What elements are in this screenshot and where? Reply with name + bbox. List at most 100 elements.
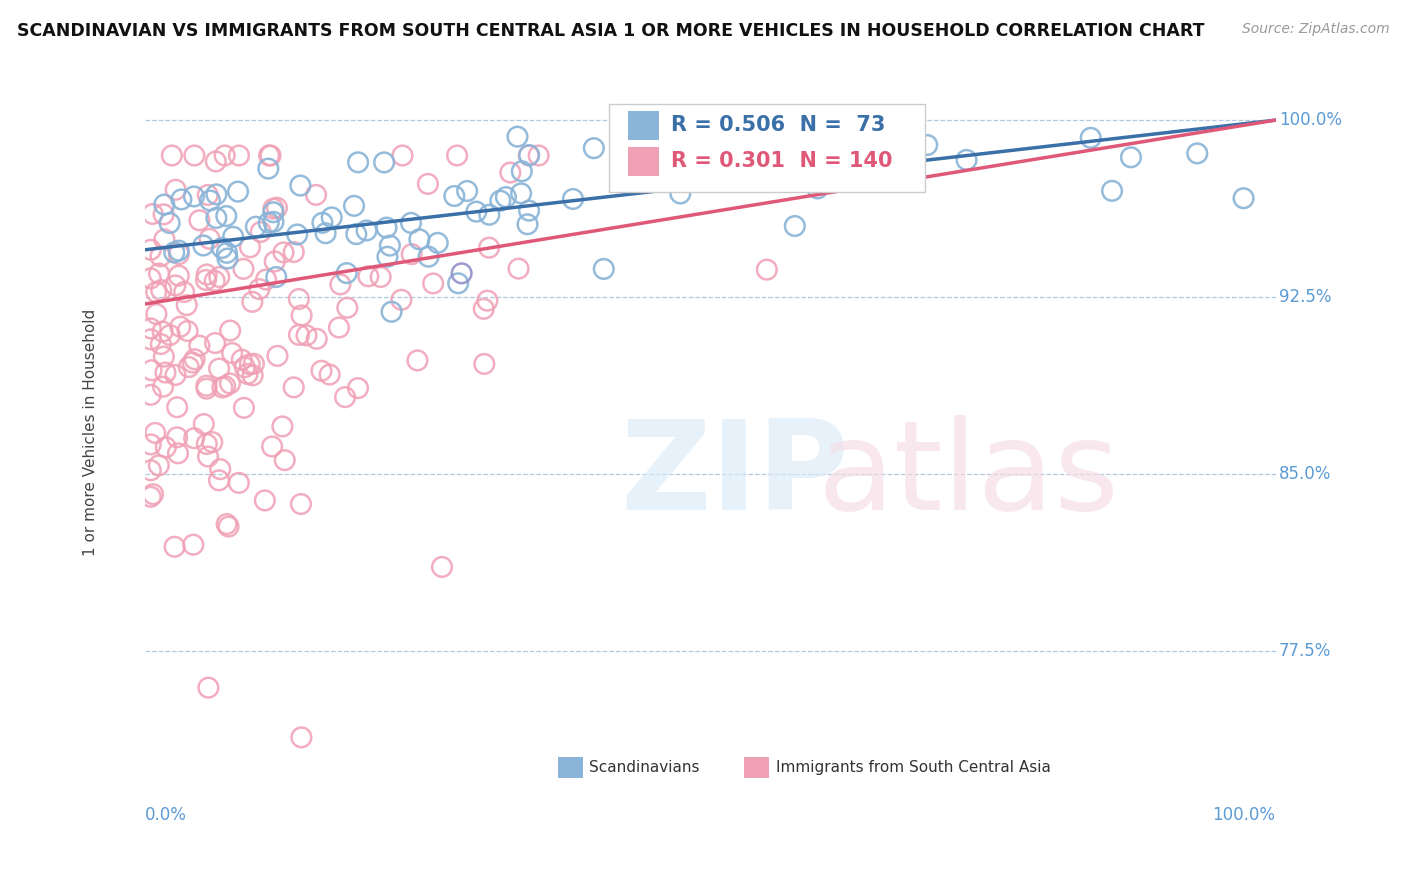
Point xyxy=(153,350,176,364)
FancyBboxPatch shape xyxy=(628,112,659,140)
Point xyxy=(263,254,285,268)
Point xyxy=(231,352,253,367)
Point xyxy=(378,238,401,252)
Point xyxy=(264,270,287,285)
Point xyxy=(290,731,312,745)
Text: 77.5%: 77.5% xyxy=(1279,641,1331,659)
Point xyxy=(139,271,162,285)
Point xyxy=(141,363,163,377)
Point xyxy=(176,298,198,312)
FancyBboxPatch shape xyxy=(744,757,769,778)
Point xyxy=(472,301,495,316)
Point xyxy=(197,681,219,695)
Text: Source: ZipAtlas.com: Source: ZipAtlas.com xyxy=(1241,22,1389,37)
Text: ZIP: ZIP xyxy=(620,415,849,536)
Point xyxy=(592,261,614,276)
Point xyxy=(506,129,529,144)
Point xyxy=(321,211,343,225)
Text: R = 0.506  N =  73: R = 0.506 N = 73 xyxy=(671,115,886,136)
Point xyxy=(347,155,370,169)
Point xyxy=(478,208,501,222)
Text: R = 0.301  N = 140: R = 0.301 N = 140 xyxy=(671,152,893,171)
Point xyxy=(197,188,219,202)
Point xyxy=(517,148,540,162)
Point xyxy=(183,148,205,162)
Point xyxy=(508,261,530,276)
Point xyxy=(167,268,190,283)
Point xyxy=(205,211,228,225)
Point xyxy=(195,437,218,451)
Point xyxy=(160,148,183,162)
Point xyxy=(215,245,238,260)
Point xyxy=(290,497,312,511)
Point xyxy=(228,148,250,162)
Text: 92.5%: 92.5% xyxy=(1279,288,1331,306)
Point xyxy=(328,320,350,334)
Point xyxy=(152,325,174,339)
Point xyxy=(416,177,439,191)
Point xyxy=(245,219,267,234)
Point xyxy=(195,378,218,392)
Point xyxy=(305,332,328,346)
Point xyxy=(755,262,778,277)
Point xyxy=(391,148,413,162)
Point xyxy=(176,324,198,338)
Point xyxy=(153,197,176,211)
Point xyxy=(389,293,412,307)
Point xyxy=(262,440,284,454)
Point xyxy=(266,349,288,363)
Point xyxy=(214,379,236,393)
Point xyxy=(188,338,211,352)
Point xyxy=(274,453,297,467)
Point xyxy=(495,190,517,204)
Point xyxy=(456,184,478,198)
Point xyxy=(259,148,281,162)
Point xyxy=(1119,150,1142,164)
Point xyxy=(239,240,262,254)
Point xyxy=(214,148,236,162)
Point xyxy=(257,216,280,230)
Point xyxy=(232,261,254,276)
Point xyxy=(630,160,652,174)
Point xyxy=(204,154,226,169)
Text: 100.0%: 100.0% xyxy=(1212,806,1275,824)
Point xyxy=(153,232,176,246)
Point xyxy=(145,307,167,321)
Point xyxy=(477,293,499,308)
Point xyxy=(955,153,977,167)
Point xyxy=(221,346,243,360)
Text: 85.0%: 85.0% xyxy=(1279,465,1331,483)
Point xyxy=(215,209,238,223)
Point xyxy=(443,189,465,203)
Point xyxy=(288,292,311,306)
Point xyxy=(285,227,308,242)
Point xyxy=(148,267,170,281)
Point xyxy=(167,446,190,460)
Point xyxy=(226,185,249,199)
Point xyxy=(671,113,693,128)
Point xyxy=(165,278,187,293)
Point xyxy=(291,309,314,323)
Point xyxy=(239,357,262,371)
Point xyxy=(344,227,367,241)
Point xyxy=(370,270,392,285)
Point xyxy=(633,148,655,162)
Point xyxy=(401,247,423,261)
Point xyxy=(1187,146,1209,161)
Point xyxy=(215,517,238,532)
Point xyxy=(343,199,366,213)
Point xyxy=(582,141,605,155)
Point xyxy=(139,388,162,402)
Point xyxy=(159,216,181,230)
Point xyxy=(142,487,165,501)
Point xyxy=(139,243,162,257)
Point xyxy=(155,366,177,380)
Point xyxy=(288,327,311,342)
Point xyxy=(356,223,378,237)
Point xyxy=(165,368,187,382)
Point xyxy=(181,355,204,369)
Point xyxy=(209,462,232,476)
Point xyxy=(183,352,205,367)
Point xyxy=(806,181,828,195)
Point xyxy=(193,417,215,431)
